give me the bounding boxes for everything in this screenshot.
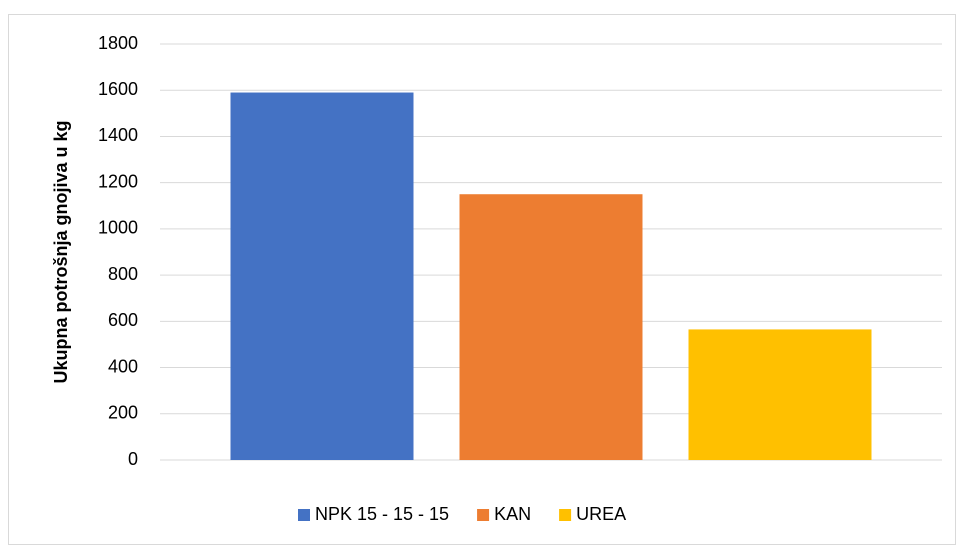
legend-label: KAN <box>494 504 531 524</box>
y-axis-label: Ukupna potrošnja gnojiva u kg <box>51 120 71 383</box>
y-tick-label: 1400 <box>98 125 138 145</box>
y-tick-label: 1000 <box>98 218 138 238</box>
y-tick-label: 0 <box>128 449 138 469</box>
legend-swatch <box>477 509 490 521</box>
y-tick-label: 1200 <box>98 171 138 191</box>
y-tick-label: 200 <box>108 403 138 423</box>
legend-swatch <box>298 509 310 521</box>
y-tick-label: 400 <box>108 356 138 376</box>
legend-swatch <box>559 509 572 521</box>
y-tick-label: 1600 <box>98 79 138 99</box>
y-tick-label: 800 <box>108 264 138 284</box>
bar <box>459 194 643 460</box>
legend-label: UREA <box>576 504 626 524</box>
bar <box>688 329 872 460</box>
y-tick-label: 600 <box>108 310 138 330</box>
bar <box>230 92 414 461</box>
y-tick-label: 1800 <box>98 33 138 53</box>
legend-label: NPK 15 - 15 - 15 <box>315 504 449 524</box>
